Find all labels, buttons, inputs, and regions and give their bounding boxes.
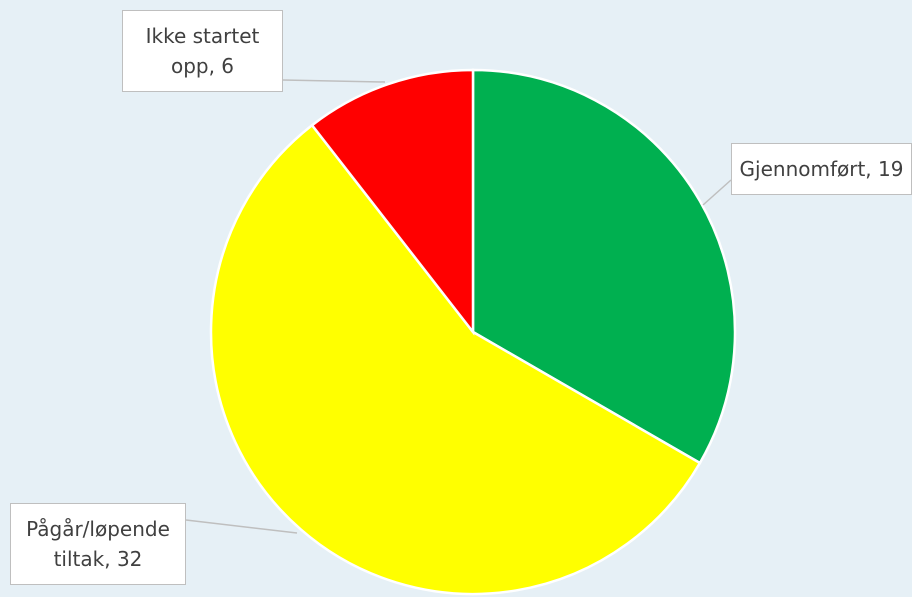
data-label: Gjennomført, 19 [731, 143, 912, 195]
leader-line [185, 519, 298, 534]
data-label: Pågår/løpende tiltak, 32 [10, 503, 186, 585]
data-label: Ikke startet opp, 6 [122, 10, 283, 92]
pie-slice [209, 123, 702, 596]
pie-slice [471, 68, 737, 465]
leader-line [702, 179, 732, 206]
pie-slice [310, 68, 475, 336]
leader-line [282, 79, 386, 83]
